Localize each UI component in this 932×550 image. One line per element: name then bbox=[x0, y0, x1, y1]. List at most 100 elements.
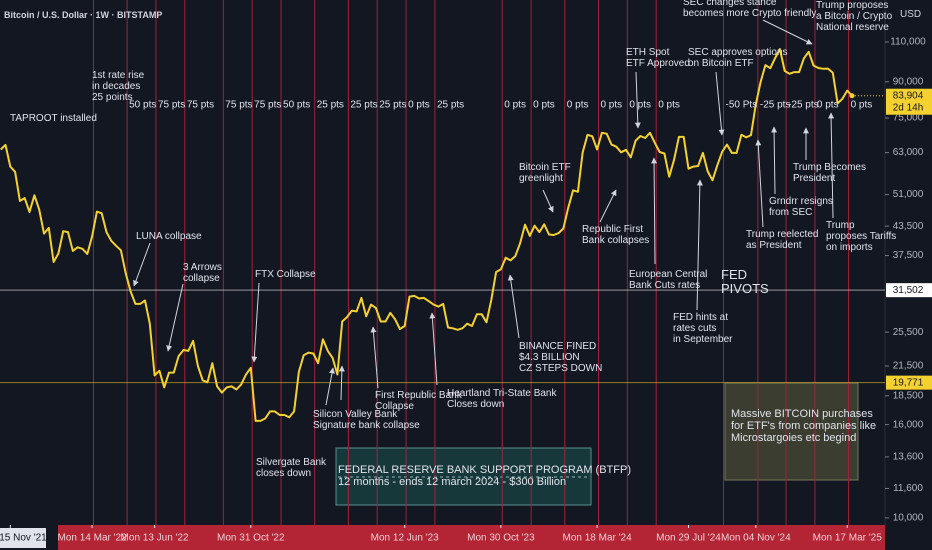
rate-event-label: 0 pts bbox=[851, 100, 873, 111]
arrow bbox=[370, 326, 379, 389]
rate-event-label: 0 pts bbox=[817, 100, 839, 111]
level-label: 19,771 bbox=[893, 377, 924, 388]
rate-event-label: -25 pts bbox=[760, 100, 791, 111]
annotation: Silvergate Bank closes down bbox=[256, 457, 327, 479]
rate-event-label: 0 pts bbox=[567, 100, 589, 111]
annotation: Massive BITCOIN purchases for ETF's from… bbox=[731, 408, 877, 444]
rate-event-label: 0 pts bbox=[600, 100, 622, 111]
arrow bbox=[771, 126, 778, 195]
annotation: Republic First Bank collapses bbox=[582, 224, 650, 246]
annotation: European Central Bank Cuts rates bbox=[629, 269, 708, 291]
arrow bbox=[828, 112, 835, 219]
y-tick-label: 110,000 bbox=[890, 37, 926, 48]
rate-event-label: 0 pts bbox=[504, 100, 526, 111]
x-tick-label: Mon 17 Mar '25 bbox=[813, 533, 883, 544]
arrow bbox=[507, 274, 520, 339]
annotation: SEC changes stance becomes more Crypto f… bbox=[683, 0, 817, 19]
rate-event-label: 25 pts bbox=[350, 100, 377, 111]
y-tick-label: 18,500 bbox=[893, 390, 924, 401]
y-tick-label: 25,500 bbox=[893, 327, 924, 338]
y-tick-label: 90,000 bbox=[893, 76, 924, 87]
annotation: Silicon Valley Bank Signature bank colla… bbox=[313, 409, 420, 431]
arrow bbox=[133, 242, 151, 287]
x-tick-label: Mon 13 Jun '22 bbox=[121, 533, 190, 544]
arrow bbox=[755, 139, 764, 228]
y-tick-label: 10,000 bbox=[893, 513, 924, 524]
annotation: TAPROOT installed bbox=[10, 113, 97, 124]
rate-event-label: 0 pts bbox=[629, 100, 651, 111]
rate-event-label: 0 pts bbox=[658, 100, 680, 111]
arrow bbox=[542, 189, 554, 213]
last-point bbox=[849, 93, 855, 99]
chart-title: Bitcoin / U.S. Dollar · 1W · BITSTAMP bbox=[4, 10, 163, 20]
currency-label: USD bbox=[900, 9, 922, 20]
annotation: FTX Collapse bbox=[255, 269, 316, 280]
x-tick-label-box bbox=[0, 528, 46, 548]
rate-event-label: 75 pts bbox=[187, 100, 214, 111]
rate-event-label: 75 pts bbox=[254, 100, 281, 111]
rate-event-label: 75 pts bbox=[225, 100, 252, 111]
y-tick-label: 13,600 bbox=[893, 452, 924, 463]
level-label-box bbox=[886, 375, 932, 390]
annotation: 3 Arrows collapse bbox=[183, 262, 222, 284]
arrow bbox=[762, 19, 813, 45]
annotation: Trump proposes a Bitcoin / Crypto Nation… bbox=[816, 0, 893, 33]
rate-event-label: 50 pts bbox=[283, 100, 310, 111]
annotation: Heartland Tri-State Bank Closes down bbox=[447, 388, 557, 410]
annotation: BINANCE FINED $4.3 BILLION CZ STEPS DOWN bbox=[519, 341, 603, 374]
y-tick-label: 75,000 bbox=[893, 113, 924, 124]
x-tick-label: Mon 14 Mar '22 bbox=[57, 533, 127, 544]
level-label: 31,502 bbox=[893, 285, 924, 296]
arrow bbox=[325, 367, 335, 406]
annotation: Grndrr resigns from SEC bbox=[769, 196, 833, 218]
rate-event-label: 25 pts bbox=[317, 100, 344, 111]
price-line bbox=[0, 48, 853, 422]
y-tick-label: 43,500 bbox=[893, 221, 924, 232]
last-price-box bbox=[886, 88, 932, 115]
arrow bbox=[634, 71, 641, 129]
annotation: SEC approves options on Bitcoin ETF bbox=[688, 47, 788, 69]
x-tick-label: Mon 30 Oct '23 bbox=[467, 533, 535, 544]
annotation: ETH Spot ETF Approved bbox=[626, 47, 690, 69]
level-label-box bbox=[886, 283, 932, 298]
rate-event-label: 0 pts bbox=[533, 100, 555, 111]
annotation: First Republic Bank Collapse bbox=[375, 390, 462, 412]
annotation: Trump reelected as President bbox=[746, 229, 819, 251]
arrow bbox=[251, 282, 260, 363]
annotation: 1st rate rise in decades 25 points bbox=[92, 70, 145, 103]
y-tick-label: 21,500 bbox=[893, 361, 924, 372]
y-tick-label: 51,000 bbox=[893, 189, 924, 200]
time-axis-highlight bbox=[58, 525, 885, 550]
annotation: FED PIVOTS bbox=[721, 267, 769, 296]
annotation: LUNA collpase bbox=[136, 231, 202, 242]
annotation: Trump Becomes President bbox=[793, 162, 866, 184]
annotation: Trump proposes Tariffs on imports bbox=[826, 220, 897, 253]
annotation: FED hints at rates cuts in September bbox=[673, 312, 733, 345]
arrow bbox=[166, 283, 184, 352]
y-tick-label: 37,500 bbox=[893, 250, 924, 261]
x-tick-label: Mon 29 Jul '24 bbox=[656, 533, 721, 544]
y-tick-label: 16,000 bbox=[893, 419, 924, 430]
arrow bbox=[599, 189, 617, 223]
rate-event-label: 25 pts bbox=[437, 100, 464, 111]
y-tick-label: 63,000 bbox=[893, 147, 924, 158]
countdown-label: 2d 14h bbox=[893, 102, 924, 113]
x-tick-label: Mon 04 Nov '24 bbox=[721, 533, 791, 544]
arrow bbox=[715, 71, 725, 136]
x-tick-label: Mon 31 Oct '22 bbox=[217, 533, 285, 544]
annotation: Bitcoin ETF greenlight bbox=[519, 162, 571, 184]
arrow bbox=[696, 179, 703, 311]
rate-event-label: 50 pts bbox=[129, 100, 156, 111]
arrow bbox=[651, 157, 658, 265]
rate-event-label: -25 pts bbox=[788, 100, 819, 111]
last-price-label: 83,904 bbox=[893, 90, 924, 101]
x-tick-label: 15 Nov '21 bbox=[0, 533, 47, 544]
arrow bbox=[429, 312, 438, 386]
annotation: FEDERAL RESERVE BANK SUPPORT PROGRAM (BT… bbox=[338, 464, 631, 488]
arrows bbox=[133, 19, 835, 406]
x-tick-label: Mon 18 Mar '24 bbox=[563, 533, 633, 544]
rate-event-label: -50 Pts bbox=[726, 100, 758, 111]
arrow bbox=[338, 365, 345, 401]
